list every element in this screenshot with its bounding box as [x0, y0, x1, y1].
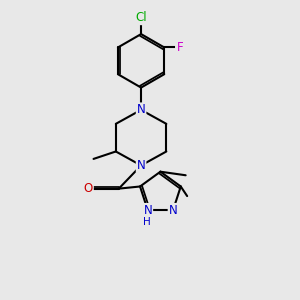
Text: Cl: Cl: [135, 11, 147, 24]
Text: H: H: [143, 217, 151, 227]
Text: N: N: [137, 103, 146, 116]
Text: O: O: [84, 182, 93, 195]
Text: F: F: [176, 41, 183, 54]
Text: N: N: [143, 204, 152, 217]
Text: N: N: [137, 159, 146, 172]
Text: N: N: [169, 204, 177, 217]
